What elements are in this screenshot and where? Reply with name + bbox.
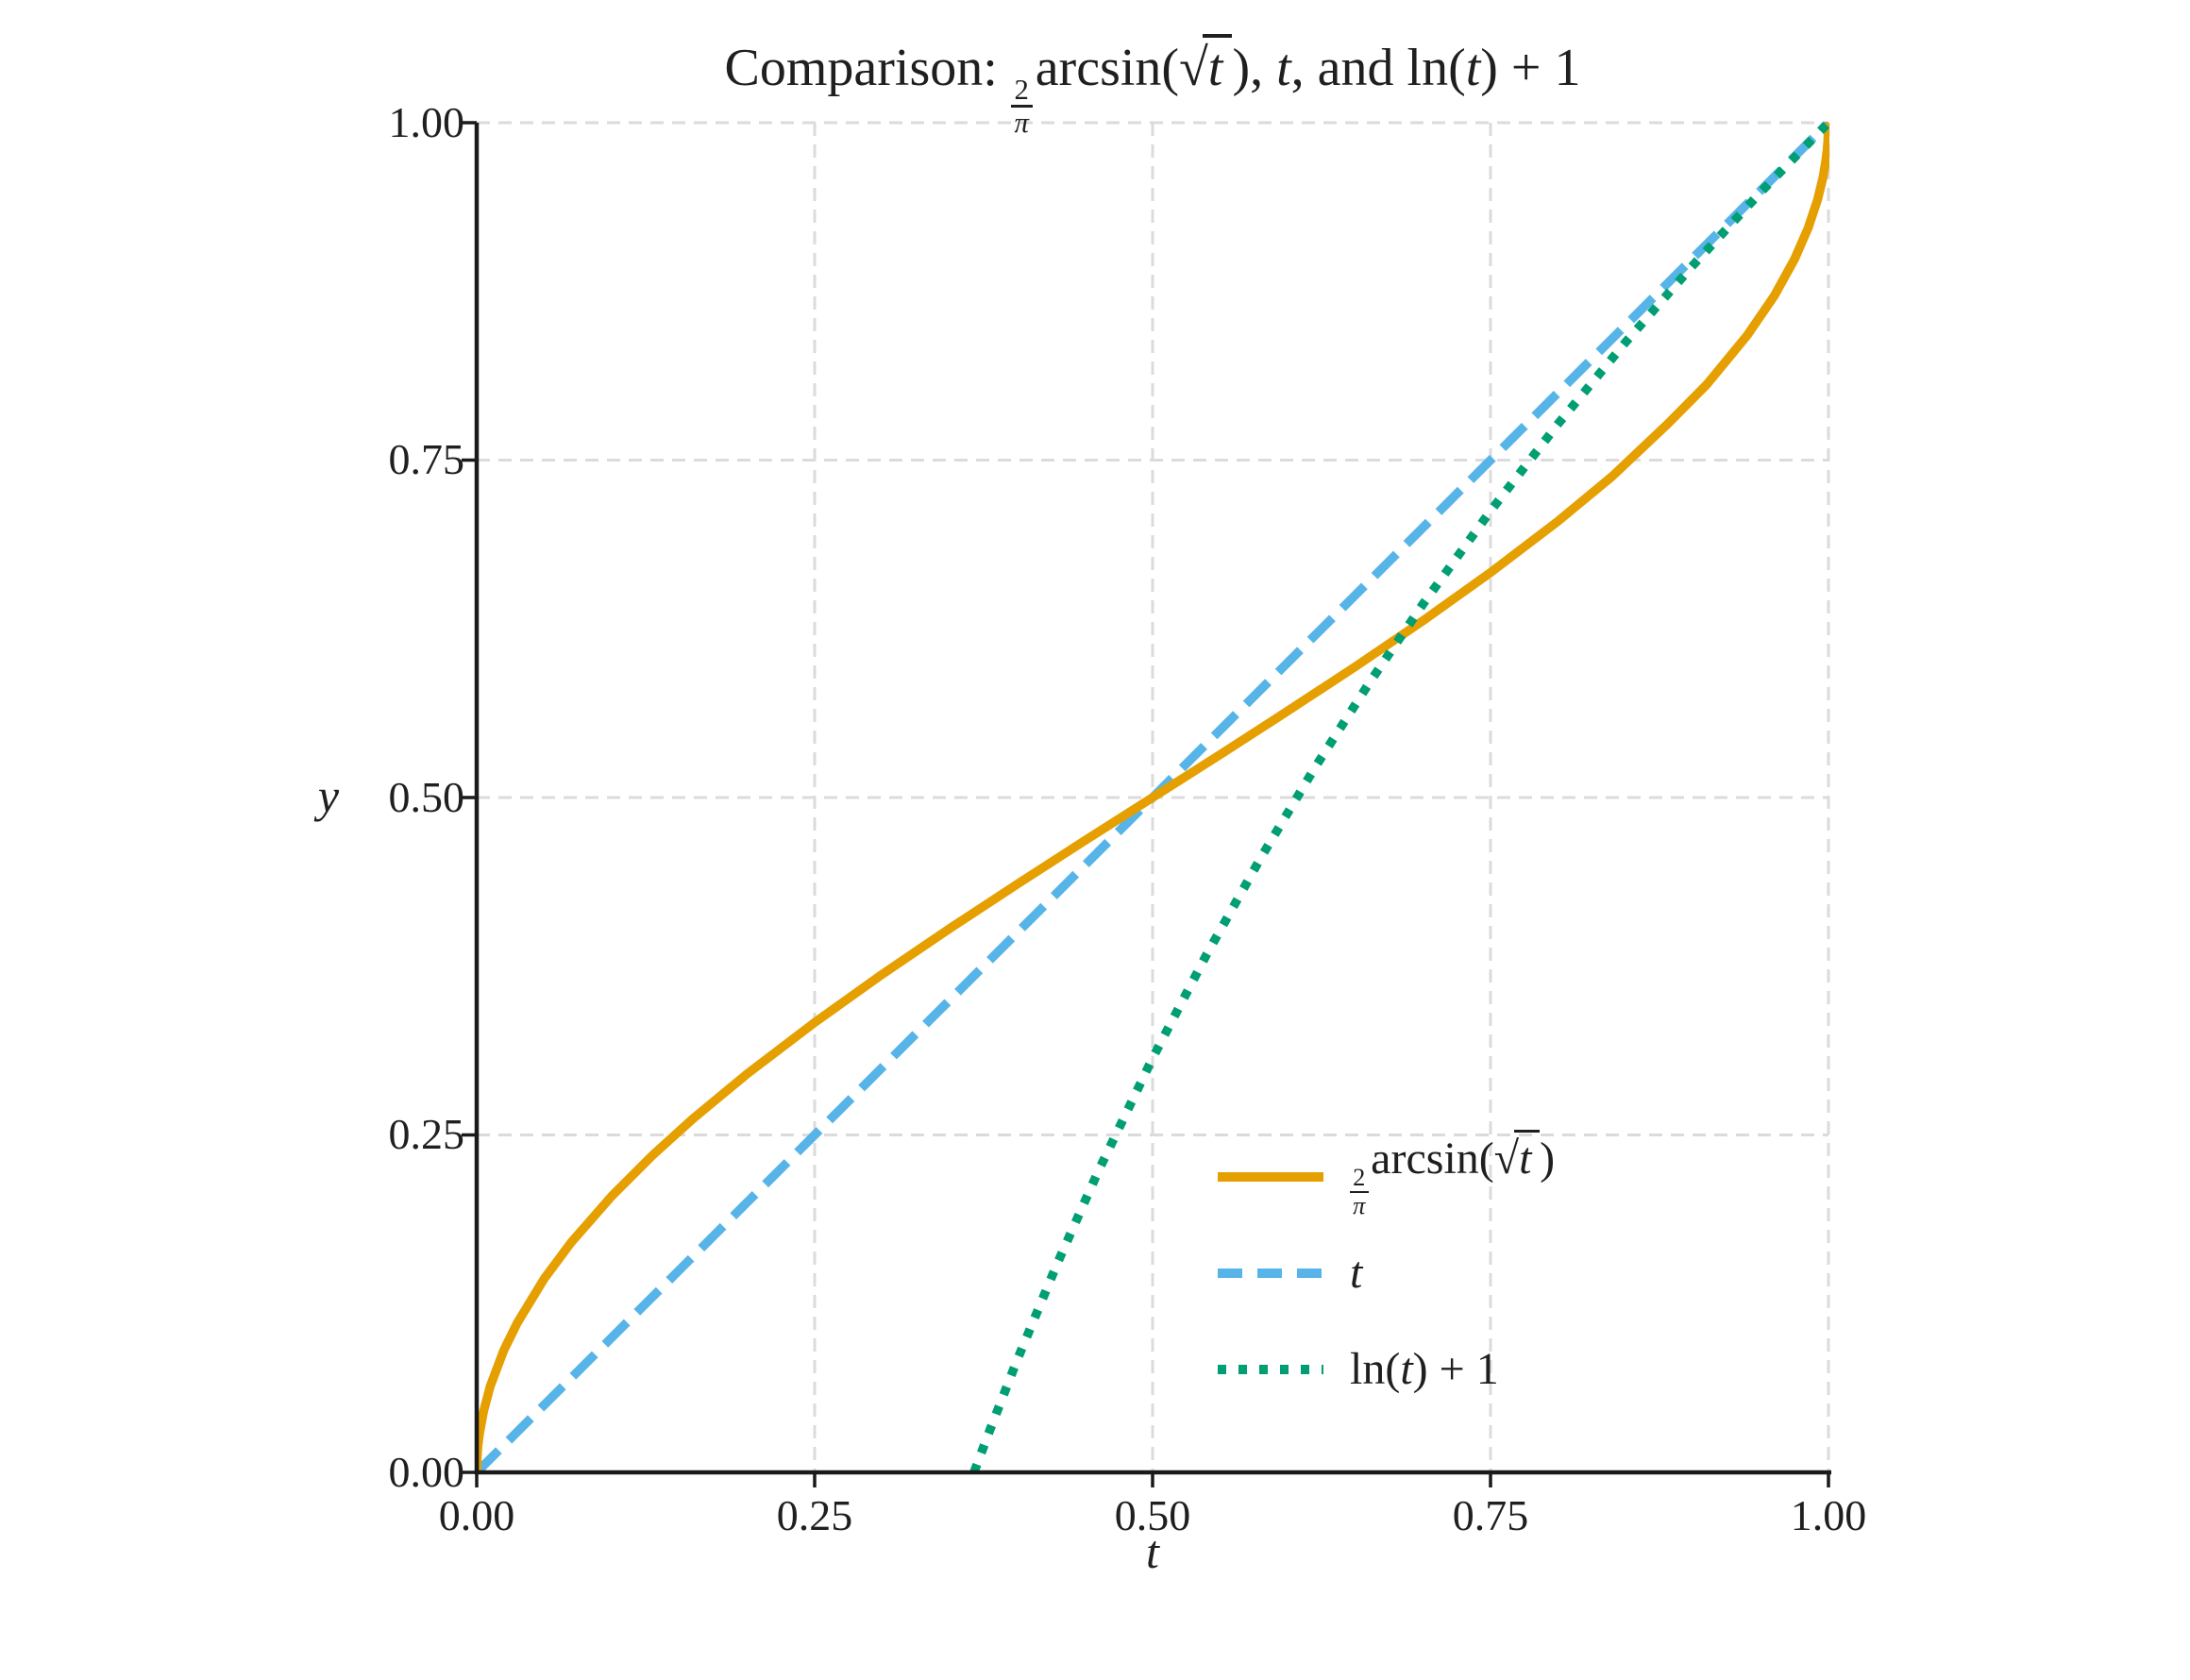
y-tick-label: 0.75	[388, 435, 465, 483]
chart-title: Comparison: 2 π arcsin(√t), t, and ln(t) +…	[477, 33, 1828, 138]
series-arcsin-curve	[476, 122, 1829, 1473]
y-tick-label: 0.25	[388, 1110, 465, 1158]
legend: 2 π arcsin(√t) t ln(t) + 1	[1218, 1129, 1555, 1418]
legend-entry-log: ln(t) + 1	[1218, 1321, 1555, 1418]
x-tick-label: 0.50	[1114, 1491, 1191, 1539]
x-tick-label: 1.00	[1790, 1491, 1867, 1539]
legend-label: t	[1350, 1247, 1363, 1298]
series-log-curve	[969, 122, 1829, 1473]
legend-label: ln(t) + 1	[1350, 1343, 1499, 1394]
x-tick-label: 0.75	[1452, 1491, 1529, 1539]
y-tick-label: 0.50	[388, 773, 465, 821]
y-tick-label: 0.00	[388, 1448, 465, 1496]
legend-line-sample-dashed	[1218, 1268, 1323, 1278]
x-axis-label: t	[1146, 1525, 1159, 1578]
y-axis-label: y	[317, 769, 340, 822]
legend-line-sample-solid	[1218, 1172, 1323, 1182]
legend-label: 2 π arcsin(√t)	[1350, 1130, 1555, 1218]
x-tick-label: 0.00	[438, 1491, 515, 1539]
x-tick-label: 0.25	[776, 1491, 853, 1539]
legend-entry-identity: t	[1218, 1225, 1555, 1321]
y-tick-label: 1.00	[388, 98, 465, 146]
legend-entry-arcsin: 2 π arcsin(√t)	[1218, 1129, 1555, 1225]
legend-line-sample-dotted	[1218, 1365, 1323, 1374]
